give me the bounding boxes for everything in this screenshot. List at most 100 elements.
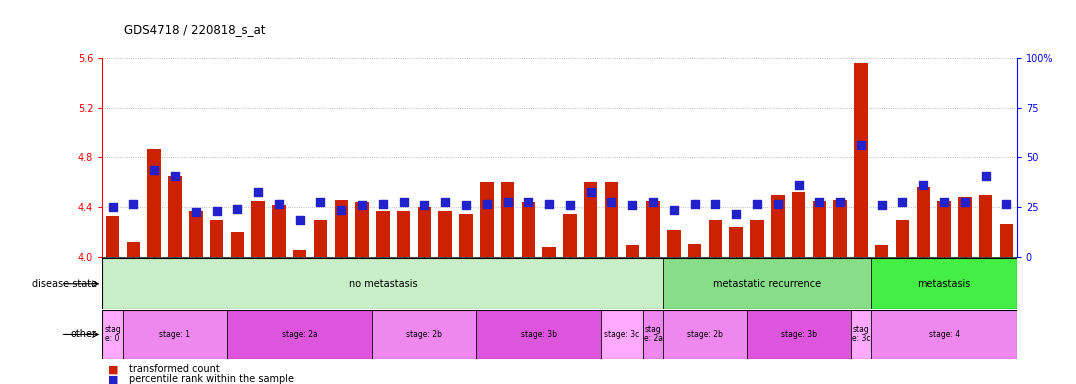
Bar [875,245,889,257]
Point [957,199,974,205]
Bar [750,220,764,257]
Text: stage: 2a: stage: 2a [282,330,317,339]
Point [977,173,994,179]
Bar [1000,223,1014,257]
Bar [642,310,664,359]
Bar [480,182,494,257]
Point [499,199,516,205]
Point [686,200,704,207]
Bar [335,200,348,257]
Bar [850,310,872,359]
Point [229,205,246,212]
Bar [872,258,1017,309]
Text: percentile rank within the sample: percentile rank within the sample [129,374,294,384]
Bar [272,205,285,257]
Text: stage: 3b: stage: 3b [521,330,556,339]
Bar [102,258,664,309]
Bar [293,250,307,257]
Point [395,199,412,205]
Point [894,199,911,205]
Bar [854,63,867,257]
Point [873,202,890,208]
Bar [709,220,722,257]
Point [332,207,350,213]
Bar [771,195,784,257]
Text: stage: 4: stage: 4 [929,330,960,339]
Bar [792,192,805,257]
Bar [127,242,140,257]
Bar [377,211,390,257]
Text: GDS4718 / 220818_s_at: GDS4718 / 220818_s_at [124,23,266,36]
Bar [812,201,826,257]
Point [603,199,620,205]
Bar [230,232,244,257]
Bar [542,247,556,257]
Bar [895,220,909,257]
Bar [625,245,639,257]
Bar [189,211,202,257]
Bar [664,258,872,309]
Bar [147,149,161,257]
Bar [664,310,747,359]
Bar [601,310,642,359]
Bar [210,220,224,257]
Point [769,200,787,207]
Bar [314,220,327,257]
Point [749,200,766,207]
Text: stag
e: 2a: stag e: 2a [643,326,663,343]
Bar [102,310,123,359]
Point [810,199,827,205]
Point [457,202,475,208]
Bar [123,310,227,359]
Point [582,189,599,195]
Text: ■: ■ [108,364,118,374]
Point [790,182,807,188]
Bar [872,310,1017,359]
Bar [355,202,369,257]
Point [520,199,537,205]
Point [292,217,309,223]
Point [832,199,849,205]
Point [997,200,1015,207]
Bar [397,211,410,257]
Text: stage: 3b: stage: 3b [780,330,817,339]
Point [374,200,392,207]
Bar [168,176,182,257]
Point [208,208,225,214]
Bar [105,216,119,257]
Point [125,200,142,207]
Text: other: other [71,329,97,339]
Bar [834,200,847,257]
Bar [937,201,951,257]
Point [665,207,682,213]
Text: stag
e: 0: stag e: 0 [104,326,121,343]
Point [478,200,495,207]
Bar [477,310,601,359]
Bar [563,214,577,257]
Text: stage: 3c: stage: 3c [605,330,639,339]
Bar [647,201,660,257]
Bar [958,197,972,257]
Point [707,200,724,207]
Point [935,199,952,205]
Bar [584,182,597,257]
Point [167,173,184,179]
Bar [417,207,431,257]
Point [145,167,162,173]
Point [250,189,267,195]
Text: stage: 2b: stage: 2b [407,330,442,339]
Point [624,202,641,208]
Point [540,200,557,207]
Text: stage: 1: stage: 1 [159,330,190,339]
Text: transformed count: transformed count [129,364,220,374]
Bar [605,182,619,257]
Bar [252,201,265,257]
Text: metastatic recurrence: metastatic recurrence [713,279,821,289]
Point [187,209,204,215]
Point [915,182,932,188]
Point [312,199,329,205]
Bar [747,310,850,359]
Bar [522,202,535,257]
Point [104,204,122,210]
Point [270,200,287,207]
